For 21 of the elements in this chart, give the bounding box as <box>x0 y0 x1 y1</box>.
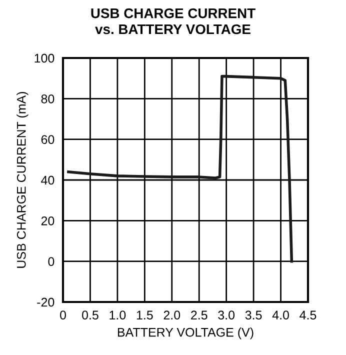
y-tick-label: 80 <box>41 94 54 104</box>
y-tick-label: -20 <box>37 298 54 307</box>
x-tick-label: 4.5 <box>300 310 316 320</box>
x-tick-label: 3.5 <box>245 310 262 320</box>
y-tick-label: 60 <box>41 135 54 144</box>
x-tick-label: 0 <box>60 310 66 320</box>
x-tick-label: 0.5 <box>82 310 98 320</box>
x-tick-label: 1.0 <box>110 310 126 320</box>
x-tick-label: 2.5 <box>191 310 208 320</box>
chart-title: USB CHARGE CURRENT vs. BATTERY VOLTAGE <box>91 8 256 34</box>
y-tick-label: 100 <box>34 54 54 63</box>
x-tick-label: 3.0 <box>218 310 235 320</box>
line-series <box>67 74 294 263</box>
y-tick-label: 40 <box>41 176 54 185</box>
x-axis-title: BATTERY VOLTAGE (V) <box>118 328 254 340</box>
y-tick-label: 20 <box>41 216 54 226</box>
y-axis-title: USB CHARGE CURRENT (mA) <box>16 92 28 268</box>
x-tick-label: 4.0 <box>272 310 289 320</box>
y-tick-label: 0 <box>48 257 54 266</box>
x-tick-label: 2.0 <box>164 310 180 320</box>
x-tick-label: 1.5 <box>136 310 153 320</box>
